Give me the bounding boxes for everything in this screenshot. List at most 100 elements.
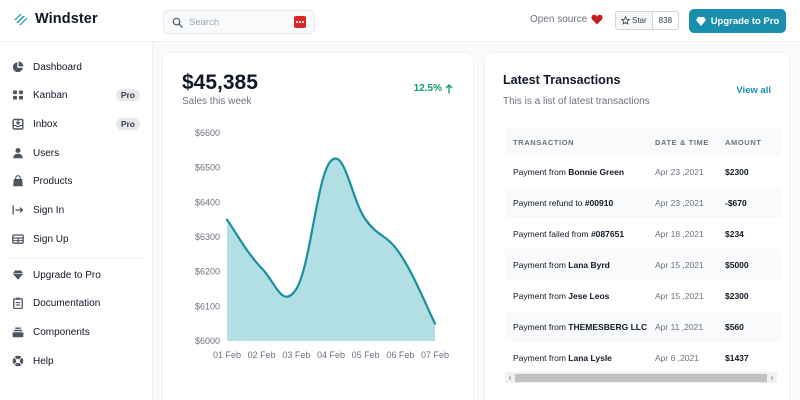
arrow-up-icon: [445, 83, 453, 93]
sidebar-item-help[interactable]: Help: [12, 351, 142, 371]
pro-badge: Pro: [115, 89, 140, 101]
y-tick-label: $6100: [195, 301, 220, 311]
heart-icon: [591, 14, 603, 25]
inbox-icon: [12, 118, 24, 130]
transaction-description: Payment from Jese Leos: [505, 280, 655, 311]
x-tick-label: 06 Feb: [386, 350, 414, 360]
sales-total: $45,385: [182, 71, 258, 94]
sidebar-item-products[interactable]: Products: [12, 171, 142, 191]
password-manager-icon[interactable]: [294, 16, 306, 28]
x-tick-label: 04 Feb: [317, 350, 345, 360]
scrollbar-thumb[interactable]: [515, 373, 767, 382]
transaction-description: Payment from Bonnie Green: [505, 156, 655, 187]
transaction-date: Apr 11 ,2021: [655, 311, 725, 342]
x-axis-ticks: 01 Feb 02 Feb 03 Feb 04 Feb 05 Feb 06 Feb 07 F…: [213, 350, 449, 360]
transactions-title: Latest Transactions: [503, 73, 621, 87]
table-row[interactable]: Payment from Lana Lysle Apr 6 ,2021 $1437: [505, 342, 781, 373]
sales-subtitle: Sales this week: [182, 96, 252, 107]
transaction-date: Apr 6 ,2021: [655, 352, 699, 363]
sidebar-item-label: Products: [33, 175, 73, 187]
open-source-text: Open source: [530, 14, 588, 25]
search-box[interactable]: [163, 10, 315, 34]
x-tick-label: 01 Feb: [213, 350, 241, 360]
scroll-left-icon[interactable]: ‹: [508, 373, 512, 382]
view-all-link[interactable]: View all: [736, 85, 771, 96]
growth-percent: 12.5%: [413, 83, 442, 94]
x-tick-label: 07 Feb: [421, 350, 449, 360]
support-icon: [12, 355, 24, 367]
chart-pie-icon: [12, 61, 24, 73]
y-tick-label: $6600: [195, 128, 220, 138]
shopping-bag-icon: [13, 175, 23, 187]
chart-area-fill: [227, 158, 435, 341]
transaction-amount: $1437: [725, 352, 749, 363]
sidebar-item-kanban[interactable]: Kanban Pro: [12, 85, 142, 105]
y-tick-label: $6000: [195, 336, 220, 346]
y-axis-ticks: $6000 $6100 $6200 $6300 $6400 $6500 $6600: [195, 128, 220, 346]
transactions-subtitle: This is a list of latest transactions: [503, 96, 650, 107]
transaction-amount: $5000: [725, 249, 781, 280]
sidebar-item-users[interactable]: Users: [12, 143, 142, 163]
column-header-date: Date & Time: [655, 128, 725, 156]
column-header-amount: Amount: [725, 128, 781, 156]
sign-in-icon: [12, 205, 24, 215]
sidebar: Dashboard Kanban Pro Inbox Pro Users Pro…: [0, 42, 153, 400]
pro-badge: Pro: [115, 118, 140, 130]
x-tick-label: 05 Feb: [352, 350, 380, 360]
sidebar-item-dashboard[interactable]: Dashboard: [12, 57, 142, 77]
x-tick-label: 02 Feb: [248, 350, 276, 360]
sidebar-item-components[interactable]: Components: [12, 322, 142, 342]
top-navbar: Windster Open source Star 838 Upgrade to…: [0, 0, 800, 42]
table-row[interactable]: Payment from Lana Byrd Apr 15 ,2021 $5000: [505, 249, 781, 280]
chart-line: [225, 157, 437, 325]
search-input[interactable]: [189, 16, 289, 28]
github-star-button[interactable]: Star: [615, 11, 653, 30]
sidebar-item-sign-up[interactable]: Sign Up: [12, 229, 142, 249]
sidebar-item-upgrade[interactable]: Upgrade to Pro: [12, 265, 142, 285]
sidebar-item-documentation[interactable]: Documentation: [12, 293, 142, 313]
sidebar-item-label: Sign Up: [33, 233, 69, 245]
upgrade-to-pro-button[interactable]: Upgrade to Pro: [689, 9, 786, 33]
sidebar-item-label: Sign In: [33, 204, 65, 216]
transaction-prefix: Payment failed from: [513, 228, 591, 239]
grid-icon: [13, 90, 23, 100]
transactions-table: Transaction Date & Time Amount Payment f…: [505, 128, 781, 373]
sidebar-item-sign-in[interactable]: Sign In: [12, 200, 142, 220]
sales-card: $45,385 Sales this week 12.5% $6000 $6100…: [162, 52, 474, 400]
transaction-prefix: Payment from: [513, 321, 569, 332]
y-tick-label: $6200: [195, 267, 220, 277]
table-row[interactable]: Payment failed from #087651 Apr 18 ,2021 $…: [505, 218, 781, 249]
transaction-date: Apr 15 ,2021: [655, 290, 704, 301]
table-row[interactable]: Payment from THEMESBERG LLC Apr 11 ,2021 $…: [505, 311, 781, 342]
sales-area-chart[interactable]: $6000 $6100 $6200 $6300 $6400 $6500 $6600 01 F…: [163, 53, 475, 400]
sidebar-item-label: Kanban: [33, 89, 68, 101]
scroll-right-icon[interactable]: ›: [770, 373, 774, 382]
transaction-subject: Lana Byrd: [568, 259, 610, 270]
table-row[interactable]: Payment from Jese Leos Apr 15 ,2021 $2300: [505, 280, 781, 311]
github-star-count[interactable]: 838: [652, 11, 680, 30]
collection-icon: [12, 327, 24, 338]
transaction-subject: Bonnie Green: [568, 166, 625, 177]
transaction-prefix: Payment from: [513, 166, 569, 177]
transaction-amount: -$670: [725, 187, 781, 218]
github-star-widget[interactable]: Star 838: [615, 11, 680, 30]
table-row[interactable]: Payment from Bonnie Green Apr 23 ,2021 $23…: [505, 156, 781, 187]
horizontal-scrollbar[interactable]: ‹ ›: [505, 372, 777, 383]
transaction-prefix: Payment from: [513, 259, 569, 270]
transaction-prefix: Payment from: [513, 290, 569, 301]
table-header-row: Transaction Date & Time Amount: [505, 128, 781, 156]
transaction-description: Payment from Lana Byrd: [505, 249, 655, 280]
clipboard-icon: [13, 297, 23, 309]
sidebar-item-inbox[interactable]: Inbox Pro: [12, 114, 142, 134]
y-tick-label: $6500: [195, 163, 220, 173]
brand-name: Windster: [35, 11, 98, 27]
table-row[interactable]: Payment refund to #00910 Apr 23 ,2021 -$67…: [505, 187, 781, 218]
sidebar-item-label: Upgrade to Pro: [33, 269, 101, 281]
transaction-date: Apr 18 ,2021: [655, 228, 704, 239]
upgrade-label: Upgrade to Pro: [710, 15, 780, 27]
transaction-date: Apr 23 ,2021: [655, 166, 704, 177]
user-icon: [13, 148, 23, 159]
brand-logo[interactable]: Windster: [13, 11, 98, 27]
transaction-amount: $560: [725, 311, 781, 342]
transaction-description: Payment from Lana Lysle: [505, 342, 655, 373]
